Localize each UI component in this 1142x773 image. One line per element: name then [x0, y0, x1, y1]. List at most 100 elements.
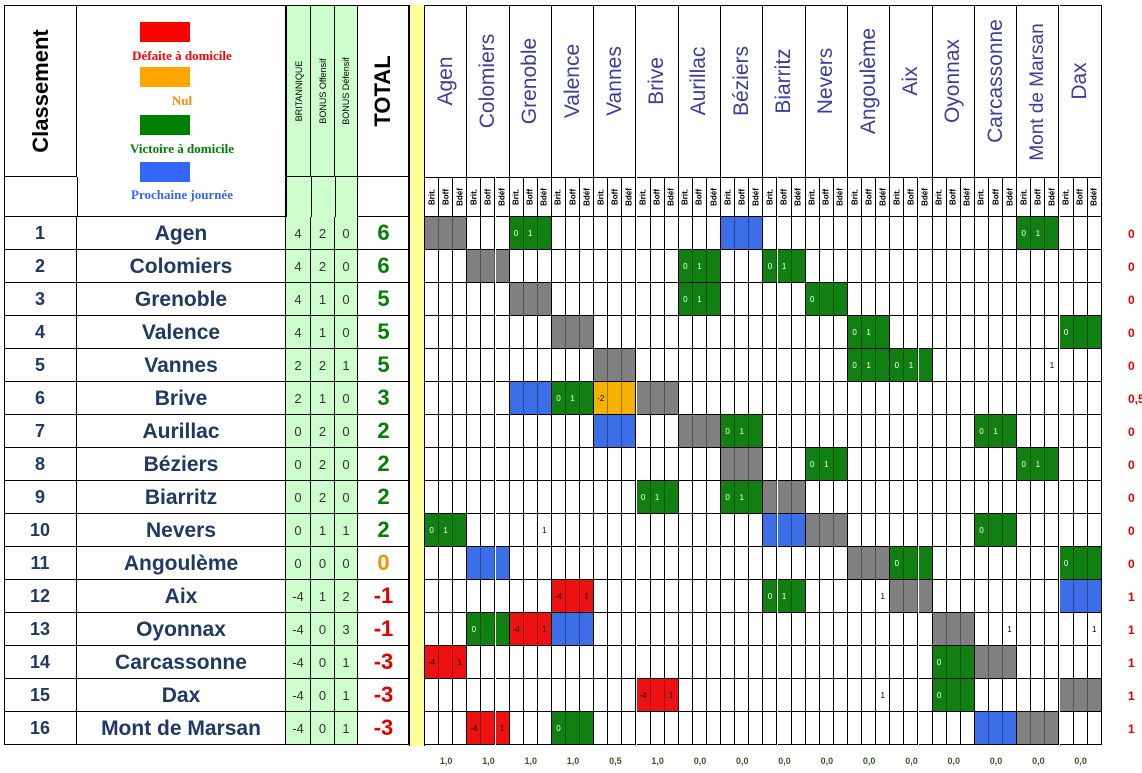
match-cell[interactable]	[594, 217, 609, 250]
match-cell[interactable]	[594, 415, 609, 448]
match-cell[interactable]	[1087, 646, 1102, 679]
match-cell[interactable]	[580, 382, 595, 415]
match-cell[interactable]: 1	[862, 349, 877, 382]
match-cell[interactable]	[1031, 415, 1046, 448]
match-cell[interactable]: -4	[551, 580, 566, 613]
match-cell[interactable]	[509, 580, 524, 613]
match-cell[interactable]	[960, 316, 975, 349]
match-cell[interactable]	[495, 481, 510, 514]
match-cell[interactable]	[819, 217, 834, 250]
match-cell[interactable]	[692, 316, 707, 349]
match-cell[interactable]	[918, 382, 933, 415]
match-cell[interactable]	[862, 514, 877, 547]
match-cell[interactable]	[735, 283, 750, 316]
match-cell[interactable]	[523, 283, 538, 316]
match-cell[interactable]	[509, 415, 524, 448]
match-cell[interactable]	[721, 316, 736, 349]
match-cell[interactable]	[551, 613, 566, 646]
match-cell[interactable]	[467, 679, 482, 712]
match-cell[interactable]	[819, 547, 834, 580]
match-cell[interactable]	[537, 679, 552, 712]
match-cell[interactable]	[763, 349, 778, 382]
match-cell[interactable]: 0	[848, 316, 863, 349]
match-cell[interactable]	[960, 514, 975, 547]
match-cell[interactable]	[1073, 283, 1088, 316]
match-cell[interactable]	[777, 217, 792, 250]
match-cell[interactable]	[862, 613, 877, 646]
match-cell[interactable]	[594, 283, 609, 316]
match-cell[interactable]	[495, 580, 510, 613]
match-cell[interactable]	[425, 547, 440, 580]
match-cell[interactable]	[608, 250, 623, 283]
match-cell[interactable]	[763, 547, 778, 580]
match-cell[interactable]	[749, 712, 764, 745]
match-cell[interactable]: 1	[904, 349, 919, 382]
match-cell[interactable]	[566, 448, 581, 481]
match-cell[interactable]	[481, 382, 496, 415]
match-cell[interactable]	[890, 712, 905, 745]
match-cell[interactable]	[467, 250, 482, 283]
match-cell[interactable]	[904, 382, 919, 415]
match-cell[interactable]	[805, 514, 820, 547]
match-cell[interactable]	[932, 547, 947, 580]
match-cell[interactable]: 0	[636, 481, 651, 514]
match-cell[interactable]	[566, 712, 581, 745]
match-cell[interactable]	[819, 679, 834, 712]
match-cell[interactable]	[439, 349, 454, 382]
match-cell[interactable]	[425, 679, 440, 712]
match-cell[interactable]	[946, 514, 961, 547]
match-cell[interactable]	[735, 349, 750, 382]
match-cell[interactable]	[467, 349, 482, 382]
match-cell[interactable]	[904, 448, 919, 481]
match-cell[interactable]	[989, 448, 1004, 481]
match-cell[interactable]	[551, 481, 566, 514]
match-cell[interactable]	[890, 217, 905, 250]
match-cell[interactable]	[664, 217, 679, 250]
match-cell[interactable]	[749, 547, 764, 580]
match-cell[interactable]	[1045, 613, 1060, 646]
match-cell[interactable]	[495, 448, 510, 481]
match-cell[interactable]	[735, 250, 750, 283]
match-cell[interactable]	[566, 646, 581, 679]
match-cell[interactable]	[749, 580, 764, 613]
match-cell[interactable]	[1017, 382, 1032, 415]
match-cell[interactable]: 1	[862, 316, 877, 349]
match-cell[interactable]	[1045, 481, 1060, 514]
match-cell[interactable]	[495, 217, 510, 250]
match-cell[interactable]	[580, 481, 595, 514]
match-cell[interactable]	[707, 580, 722, 613]
match-cell[interactable]	[678, 679, 693, 712]
match-cell[interactable]	[805, 316, 820, 349]
match-cell[interactable]	[960, 415, 975, 448]
match-cell[interactable]	[791, 646, 806, 679]
match-cell[interactable]	[707, 250, 722, 283]
match-cell[interactable]	[1031, 250, 1046, 283]
match-cell[interactable]	[537, 316, 552, 349]
match-cell[interactable]	[974, 250, 989, 283]
match-cell[interactable]	[721, 448, 736, 481]
match-cell[interactable]	[918, 547, 933, 580]
match-cell[interactable]	[974, 283, 989, 316]
match-cell[interactable]	[1059, 580, 1074, 613]
match-cell[interactable]	[960, 580, 975, 613]
match-cell[interactable]	[974, 382, 989, 415]
match-cell[interactable]	[946, 415, 961, 448]
match-cell[interactable]	[707, 283, 722, 316]
match-cell[interactable]	[453, 580, 468, 613]
match-cell[interactable]	[566, 514, 581, 547]
match-cell[interactable]: 0	[763, 580, 778, 613]
match-cell[interactable]	[678, 382, 693, 415]
match-cell[interactable]	[636, 514, 651, 547]
match-cell[interactable]	[707, 646, 722, 679]
match-cell[interactable]	[749, 349, 764, 382]
match-cell[interactable]	[650, 250, 665, 283]
match-cell[interactable]	[1017, 283, 1032, 316]
match-cell[interactable]	[509, 481, 524, 514]
match-cell[interactable]	[467, 283, 482, 316]
match-cell[interactable]: 1	[876, 580, 891, 613]
match-cell[interactable]	[1073, 382, 1088, 415]
match-cell[interactable]	[481, 349, 496, 382]
match-cell[interactable]	[1087, 547, 1102, 580]
match-cell[interactable]	[749, 448, 764, 481]
match-cell[interactable]	[707, 547, 722, 580]
